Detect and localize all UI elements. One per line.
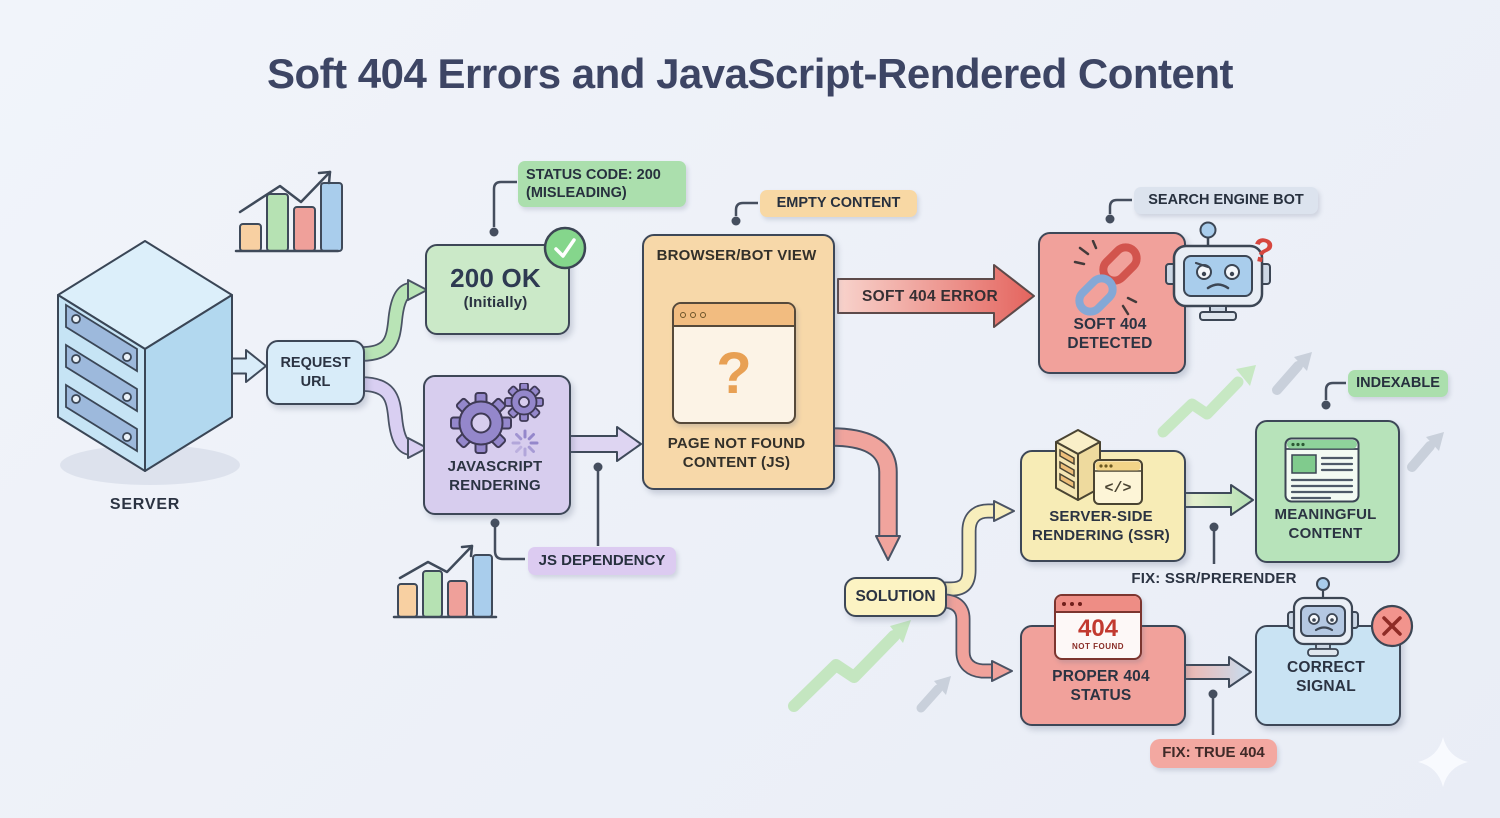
gears-processing-icon <box>450 383 544 457</box>
soft-404-error-arrow <box>837 264 1035 328</box>
proper-404-label: PROPER 404 STATUS <box>1052 668 1150 705</box>
flow-arrow-404-to-signal <box>1183 656 1252 688</box>
flow-arrow-ssr-to-content <box>1183 484 1254 516</box>
soft-404-detected-label: SOFT 404 DETECTED <box>1067 316 1153 353</box>
correct-signal-label: CORRECT SIGNAL <box>1286 659 1366 696</box>
robot-bot-icon <box>1287 577 1414 657</box>
window-dot <box>700 311 706 318</box>
status-code-callout: STATUS CODE: 200 (MISLEADING) <box>518 161 686 207</box>
window-dot <box>1078 601 1082 606</box>
flow-arrow-browser-to-solution <box>821 427 901 561</box>
question-mark-window-icon: ? <box>672 302 796 424</box>
ssr-label: SERVER-SIDE RENDERING (SSR) <box>1031 508 1170 544</box>
fix-ssr-label: FIX: SSR/PRERENDER <box>1131 570 1297 587</box>
status-200-title: 200 OK <box>450 263 541 293</box>
status-200-node <box>425 244 570 335</box>
404-caption: NOT FOUND <box>1071 642 1125 652</box>
server-cube-icon <box>57 240 240 485</box>
soft-404-error-label: SOFT 404 ERROR <box>862 288 998 305</box>
check-circle-icon <box>543 226 587 270</box>
growth-arrow-gray-icon <box>1407 432 1444 472</box>
server-drive-slots <box>65 303 138 453</box>
flow-arrow-request-to-js <box>353 376 428 459</box>
request-url-label: REQUEST URL <box>280 354 351 390</box>
content-page-icon <box>1284 437 1360 503</box>
window-dot <box>680 311 686 318</box>
flow-arrow-request-to-200 <box>353 279 428 362</box>
empty-content-callout: EMPTY CONTENT <box>760 190 917 217</box>
server-code-icon: </> <box>1055 429 1143 505</box>
window-dot <box>690 311 696 318</box>
js-dependency-callout: JS DEPENDENCY <box>528 547 676 575</box>
flow-arrow-solution-to-404 <box>935 593 1013 682</box>
growth-arrow-gray-icon <box>916 676 951 713</box>
loading-spinner-icon <box>511 429 539 457</box>
bar-chart-trend-icon <box>392 544 498 619</box>
status-200-subtitle: (Initially) <box>463 294 528 311</box>
solution-label: SOLUTION <box>855 588 936 605</box>
code-glyph: </> <box>1104 480 1131 497</box>
sparkle-icon <box>1418 737 1468 787</box>
fix-true-404-callout: FIX: TRUE 404 <box>1150 739 1277 768</box>
window-header <box>674 304 794 327</box>
indexable-callout: INDEXABLE <box>1348 370 1448 397</box>
request-url-node: REQUEST URL <box>266 340 365 405</box>
server-label: SERVER <box>109 496 181 513</box>
flow-arrow-solution-to-ssr <box>935 500 1015 597</box>
solution-node: SOLUTION <box>844 577 947 617</box>
callout-connectors <box>489 180 1346 735</box>
x-circle-icon <box>1370 604 1414 648</box>
browser-bot-view-title: BROWSER/BOT VIEW <box>656 247 817 264</box>
browser-bot-view-caption: PAGE NOT FOUND CONTENT (JS) <box>667 435 806 471</box>
window-header <box>1056 596 1140 613</box>
meaningful-content-label: MEANINGFUL CONTENT <box>1274 506 1377 542</box>
broken-chain-link-icon <box>1073 240 1141 316</box>
window-dot <box>1062 601 1066 606</box>
question-glyph: ? <box>716 340 752 406</box>
page-title: Soft 404 Errors and JavaScript-Rendered … <box>266 50 1234 97</box>
growth-arrow-gray-icon <box>1272 352 1312 395</box>
bar-chart-trend-icon <box>234 170 343 253</box>
js-rendering-label: JAVASCRIPT RENDERING <box>447 458 543 494</box>
search-engine-bot-callout: SEARCH ENGINE BOT <box>1134 187 1318 214</box>
404-window-icon: 404 NOT FOUND <box>1054 594 1142 660</box>
window-dot <box>1070 601 1074 606</box>
bot-question-glyph: ? <box>1249 230 1277 271</box>
robot-bot-icon: ? <box>1165 221 1277 321</box>
404-code: 404 <box>1077 615 1119 642</box>
flow-arrow-js-to-browser <box>565 426 642 462</box>
growth-arrow-green-icon <box>788 620 911 712</box>
growth-arrow-green-icon <box>1157 365 1256 438</box>
